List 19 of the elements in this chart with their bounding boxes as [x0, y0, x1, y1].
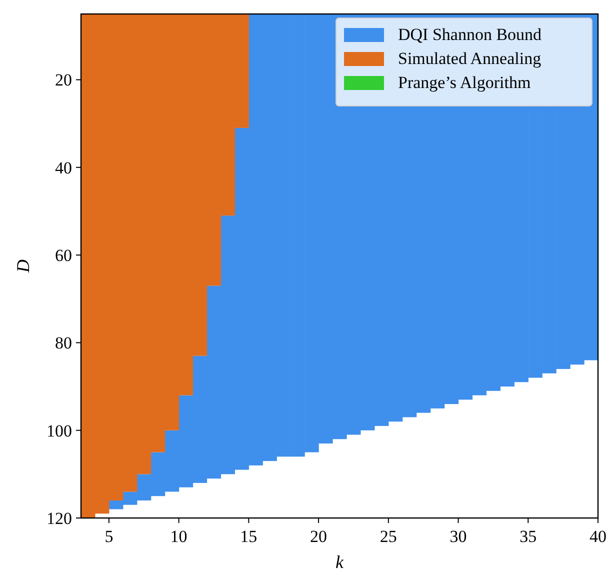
x-tick-label: 35	[520, 527, 537, 546]
y-tick-label: 20	[55, 70, 72, 90]
y-tick-label: 120	[46, 509, 72, 528]
x-tick-label: 15	[240, 527, 258, 546]
y-tick-label: 80	[55, 334, 72, 353]
x-tick-label: 40	[590, 527, 606, 546]
x-tick-label: 30	[450, 527, 467, 546]
y-tick-label: 40	[55, 158, 72, 178]
y-tick-label: 100	[46, 421, 72, 440]
x-axis-title: k	[336, 552, 344, 572]
legend-label: DQI Shannon Bound	[398, 25, 542, 44]
legend-label: Simulated Annealing	[398, 49, 542, 68]
x-tick-label: 25	[380, 527, 397, 546]
y-axis-title: D	[13, 260, 33, 274]
x-tick-label: 20	[310, 527, 328, 546]
x-tick-label: 5	[104, 527, 114, 546]
x-tick-label: 10	[170, 527, 188, 546]
y-tick-label: 60	[55, 246, 72, 266]
legend-label: Prange’s Algorithm	[398, 73, 531, 92]
